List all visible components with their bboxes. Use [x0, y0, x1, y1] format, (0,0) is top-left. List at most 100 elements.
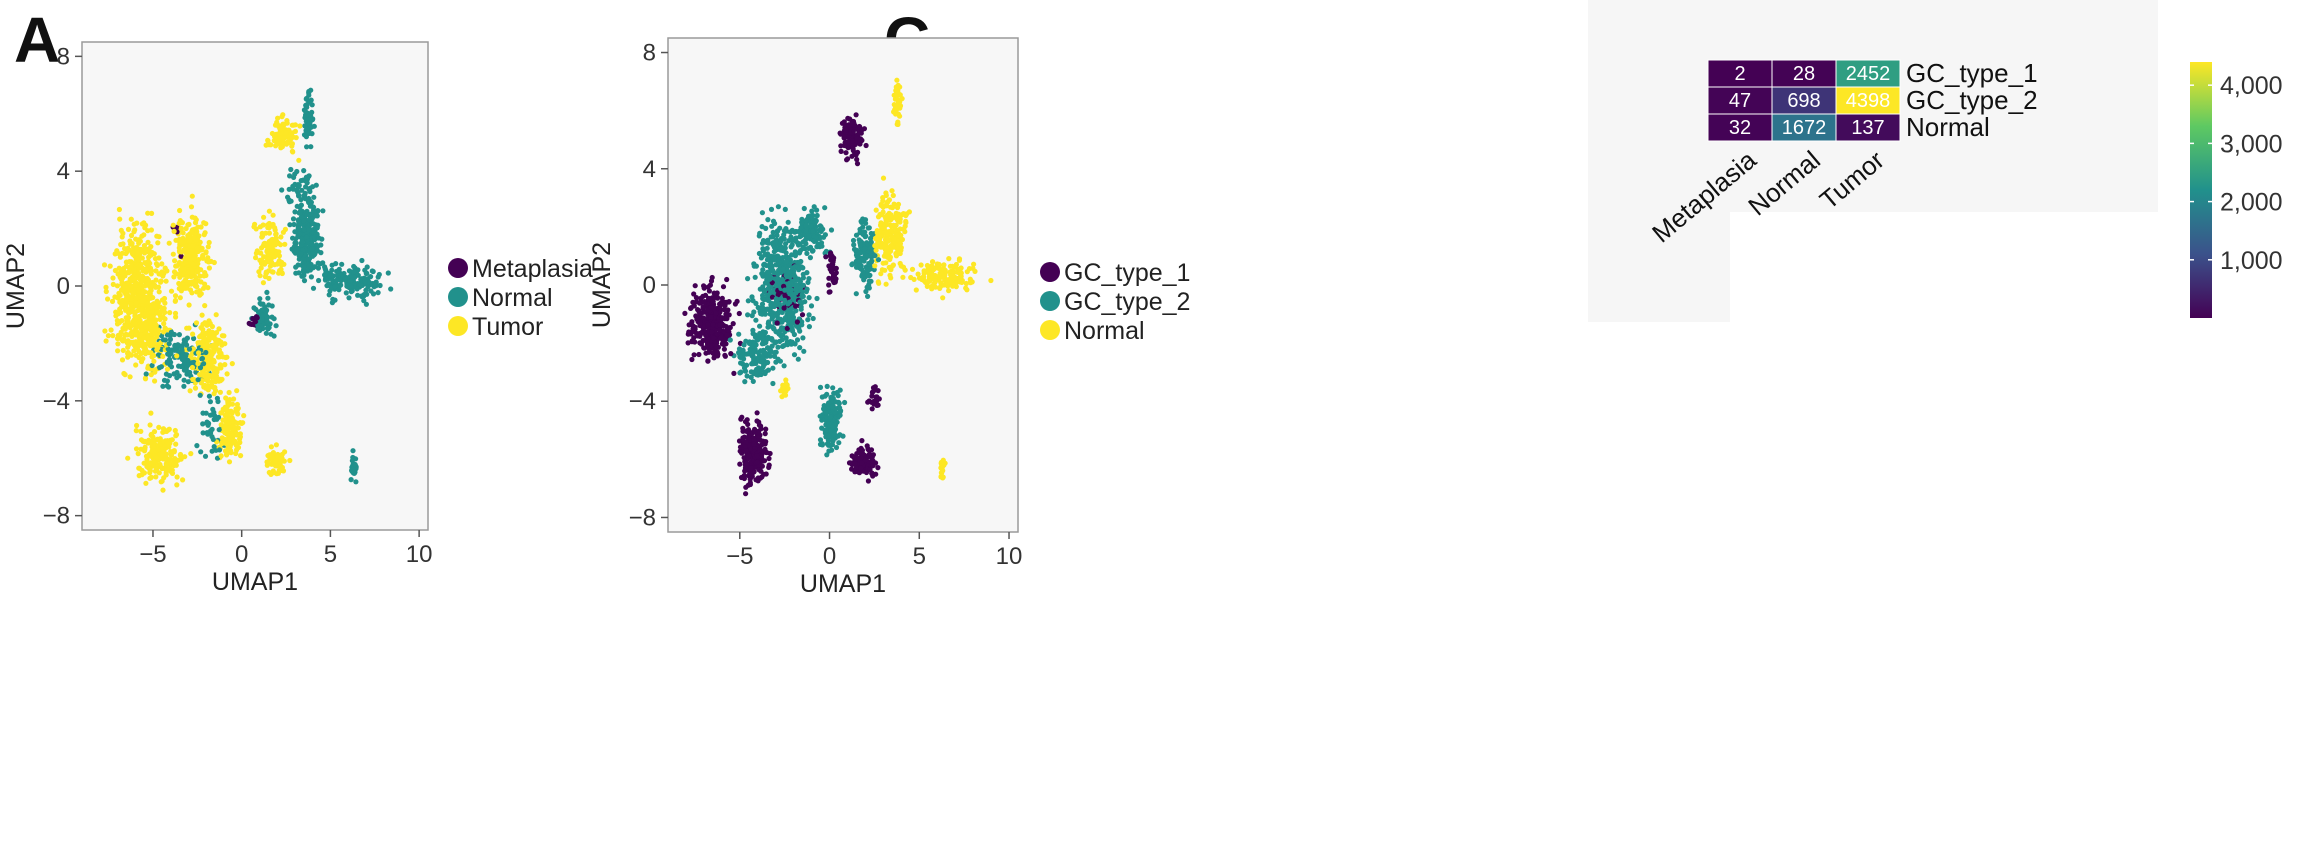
scatter-point: [306, 217, 312, 223]
heatmap-row-label: Normal: [1906, 112, 1990, 142]
scatter-point: [206, 265, 212, 271]
scatter-point: [308, 113, 314, 119]
heatmap-cell: [1771, 113, 1837, 142]
scatter-point: [264, 319, 270, 325]
scatter-point: [194, 229, 200, 235]
scatter-point: [227, 436, 234, 442]
scatter-point: [145, 239, 151, 245]
legend-label: GC_type_2: [1064, 288, 1190, 316]
scatter-point: [824, 452, 830, 458]
scatter-point: [310, 221, 316, 227]
scatter-point: [163, 462, 169, 468]
scatter-point: [298, 251, 304, 257]
scatter-point: [775, 356, 781, 362]
scatter-point: [151, 458, 157, 464]
scatter-point: [132, 309, 138, 315]
scatter-point: [828, 227, 835, 233]
scatter-point: [301, 278, 308, 284]
scatter-point: [763, 426, 769, 432]
scatter-point: [717, 301, 723, 307]
scatter-point: [756, 429, 762, 435]
scatter-point: [836, 440, 842, 446]
scatter-point: [156, 327, 162, 334]
scatter-point: [878, 220, 884, 226]
scatter-point: [804, 250, 810, 256]
heatmap-row-label: GC_type_2: [1906, 85, 2038, 115]
scatter-point: [794, 277, 800, 283]
scatter-point: [830, 385, 836, 391]
scatter-point: [752, 274, 758, 280]
scatter-point: [142, 345, 148, 352]
scatter-point: [234, 401, 240, 408]
scatter-point: [745, 482, 751, 488]
scatter-point: [269, 237, 275, 243]
scatter-point: [766, 464, 772, 470]
scatter-point: [915, 271, 921, 277]
scatter-point: [174, 375, 180, 381]
scatter-point: [189, 269, 195, 275]
scatter-point: [347, 278, 354, 284]
scatter-point: [115, 348, 121, 354]
scatter-point: [361, 275, 367, 281]
scatter-point: [953, 261, 960, 268]
scatter-point: [195, 340, 201, 346]
scatter-point: [756, 233, 762, 239]
scatter-point: [749, 473, 755, 479]
scatter-point: [750, 378, 756, 384]
scatter-point: [181, 246, 187, 252]
scatter-point: [899, 236, 906, 243]
scatter-point: [290, 216, 297, 222]
scatter-point: [749, 350, 755, 357]
scatter-point: [208, 430, 214, 436]
scatter-point: [316, 235, 322, 241]
scatter-point: [223, 354, 229, 361]
scatter-point: [118, 309, 124, 316]
scatter-point: [805, 317, 811, 323]
scatter-point: [769, 336, 775, 342]
scatter-point: [866, 260, 872, 267]
scatter-point: [155, 447, 161, 453]
scatter-point: [375, 290, 381, 296]
scatter-point: [705, 358, 711, 364]
scatter-point: [829, 442, 836, 448]
scatter-point: [110, 333, 116, 339]
scatter-point: [135, 451, 141, 457]
scatter-point: [253, 250, 259, 256]
scatter-point: [822, 232, 829, 238]
scatter-point: [793, 303, 799, 309]
scatter-point: [767, 276, 773, 282]
scatter-point: [306, 227, 312, 233]
scatter-point: [171, 274, 177, 280]
scatter-point: [758, 423, 764, 429]
scatter-point: [293, 264, 299, 270]
scatter-point: [228, 450, 234, 456]
scatter-point: [857, 137, 863, 143]
scatter-point: [226, 420, 232, 426]
scatter-point: [265, 295, 271, 301]
scatter-point: [164, 268, 170, 274]
scatter-point: [866, 285, 872, 291]
scatter-point: [205, 244, 211, 250]
scatter-point: [797, 234, 803, 240]
scatter-point: [262, 261, 268, 267]
scatter-point: [730, 321, 736, 327]
scatter-point: [686, 329, 692, 335]
scatter-point: [304, 211, 310, 218]
scatter-point: [197, 392, 203, 398]
scatter-point: [282, 449, 288, 455]
scatter-point: [736, 331, 742, 337]
scatter-point: [233, 430, 239, 436]
scatter-point: [851, 242, 857, 248]
scatter-point: [802, 299, 808, 305]
scatter-point: [223, 395, 229, 401]
scatter-point: [153, 464, 159, 470]
scatter-point: [764, 257, 771, 263]
scatter-point: [723, 324, 729, 330]
scatter-point: [783, 241, 789, 247]
scatter-point: [357, 282, 364, 288]
scatter-point: [173, 314, 179, 320]
scatter-point: [138, 446, 144, 452]
scatter-point: [151, 429, 158, 435]
scatter-point: [166, 426, 172, 432]
scatter-point: [361, 291, 367, 298]
